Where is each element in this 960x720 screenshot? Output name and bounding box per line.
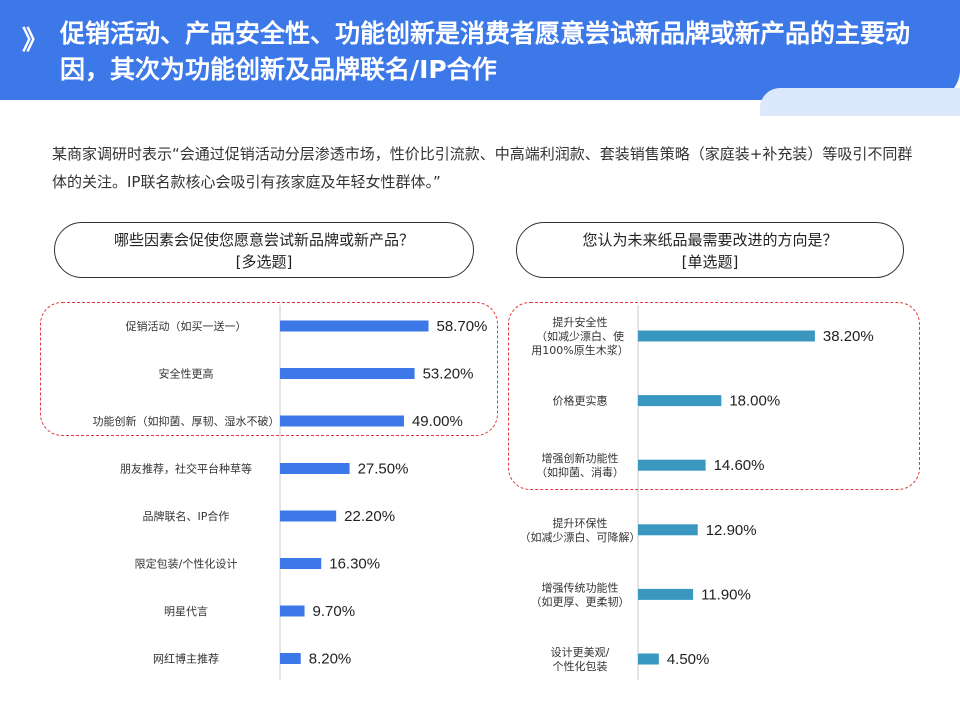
right-value-label: 18.00% <box>729 393 780 410</box>
left-category-label: 限定包装/个性化设计 <box>135 557 238 571</box>
right-value-label: 11.90% <box>701 586 751 603</box>
left-bar <box>280 415 404 427</box>
left-bar <box>280 605 305 617</box>
chevron-icon: 》 <box>22 26 49 56</box>
right-category-label: 设计更美观/ <box>551 646 610 659</box>
left-category-label: 朋友推荐，社交平台种草等 <box>120 462 252 476</box>
left-bar <box>280 653 301 664</box>
left-value-label: 9.70% <box>313 603 356 620</box>
right-value-label: 14.60% <box>714 457 765 474</box>
right-category-label: 提升环保性 <box>553 516 608 530</box>
right-category-label: 增强传统功能性 <box>542 580 619 594</box>
right-bar <box>638 395 722 407</box>
right-bar <box>638 653 659 665</box>
right-value-label: 38.20% <box>823 328 874 345</box>
left-bar <box>280 320 429 332</box>
right-category-label: 用100%原生木浆） <box>531 343 628 357</box>
question-left: 哪些因素会促使您愿意尝试新品牌或新产品？ [多选题] <box>54 222 474 278</box>
left-bar <box>280 463 350 474</box>
left-category-label: 品牌联名、IP合作 <box>143 509 230 523</box>
left-value-label: 53.20% <box>423 366 474 383</box>
right-category-label: （如减少漂白、使 <box>536 329 624 343</box>
right-category-label: 增强创新功能性 <box>542 451 619 465</box>
right-category-label: 个性化包装 <box>553 659 608 673</box>
intro-quote: 某商家调研时表示“会通过促销活动分层渗透市场，性价比引流款、中高端利润款、套装销… <box>52 145 913 191</box>
question-left-text: 哪些因素会促使您愿意尝试新品牌或新产品？ <box>113 231 414 249</box>
question-right-type: [单选题] <box>681 253 739 271</box>
question-left-type: [多选题] <box>235 253 293 271</box>
page-title: 促销活动、产品安全性、功能创新是消费者愿意尝试新品牌或新产品的主要动因，其次为功… <box>60 19 911 84</box>
right-category-label: 价格更实惠 <box>553 394 608 408</box>
right-category-label: （如减少漂白、可降解） <box>520 530 641 544</box>
left-category-label: 网红博主推荐 <box>153 652 219 666</box>
right-value-label: 12.90% <box>706 522 757 539</box>
left-bar-chart: 58.70% 促销活动（如买一送一） 53.20% 安全性更高 49.00% 功能创新（如… <box>93 305 488 680</box>
left-bar <box>280 368 415 379</box>
highlight-box-right <box>508 302 920 490</box>
left-value-label: 8.20% <box>309 651 352 668</box>
left-category-label: 促销活动（如买一送一） <box>126 319 247 333</box>
right-value-label: 4.50% <box>667 651 710 668</box>
right-category-label: 提升安全性 <box>553 315 608 329</box>
header-accent <box>760 88 960 116</box>
right-bar <box>638 588 694 600</box>
left-category-label: 安全性更高 <box>159 367 214 381</box>
right-bar <box>638 459 706 471</box>
highlight-box-left <box>40 302 498 436</box>
header-banner <box>0 0 960 100</box>
question-right: 您认为未来纸品最需要改进的方向是？ [单选题] <box>516 222 904 278</box>
left-category-label: 功能创新（如抑菌、厚韧、湿水不破） <box>93 414 280 428</box>
left-bar <box>280 510 337 522</box>
right-bar <box>638 330 815 342</box>
left-value-label: 27.50% <box>358 461 409 478</box>
question-right-text: 您认为未来纸品最需要改进的方向是？ <box>582 231 838 249</box>
right-category-label: （如抑菌、消毒） <box>536 465 624 479</box>
right-category-label: （如更厚、更柔韧） <box>531 594 630 608</box>
left-category-label: 明星代言 <box>164 605 208 618</box>
left-value-label: 22.20% <box>344 508 395 525</box>
left-bar <box>280 558 322 569</box>
left-value-label: 49.00% <box>412 413 463 430</box>
left-value-label: 16.30% <box>329 556 380 573</box>
right-bar <box>638 524 698 536</box>
left-value-label: 58.70% <box>437 318 488 335</box>
